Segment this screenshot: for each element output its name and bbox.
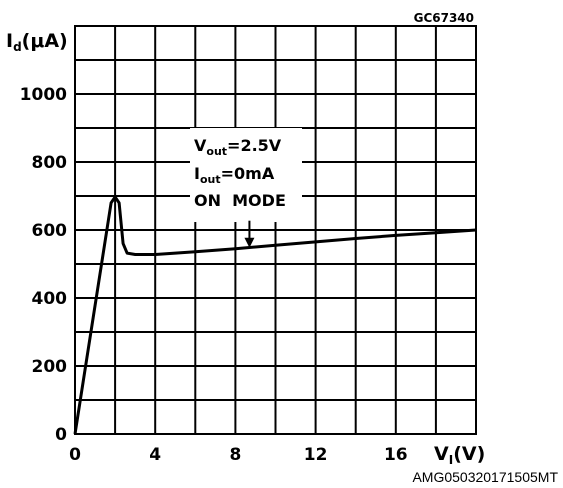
y-axis-label: Id(μA) [6,30,68,54]
series-line [73,195,477,435]
footer-code: AMG050320171505MT [412,469,558,485]
x-tick-label: 16 [384,445,408,465]
figure-code: GC67340 [414,11,474,25]
arrow-head [244,237,255,248]
x-tick-label: 0 [69,445,81,465]
x-tick-label: 4 [149,445,161,465]
annotation-line-1: Vout=2.5V [194,136,282,158]
annotation-line-3: ON MODE [194,191,286,210]
annotation-box [190,128,302,222]
y-tick-label: 200 [32,357,68,377]
y-tick-label: 1000 [20,85,67,105]
x-tick-label: 8 [229,445,241,465]
y-tick-labels: 0 200 400 600 800 1000 [20,85,67,445]
x-tick-labels: 0 4 8 12 16 [69,445,408,465]
y-tick-label: 800 [32,153,68,173]
y-tick-label: 400 [32,289,68,309]
annotation-arrow [244,220,255,248]
x-axis-label: VI(V) [434,443,485,467]
grid [75,26,476,434]
y-tick-label: 0 [55,425,67,445]
x-tick-label: 12 [304,445,328,465]
annotation-line-2: Iout=0mA [194,164,275,186]
y-tick-label: 600 [32,221,68,241]
